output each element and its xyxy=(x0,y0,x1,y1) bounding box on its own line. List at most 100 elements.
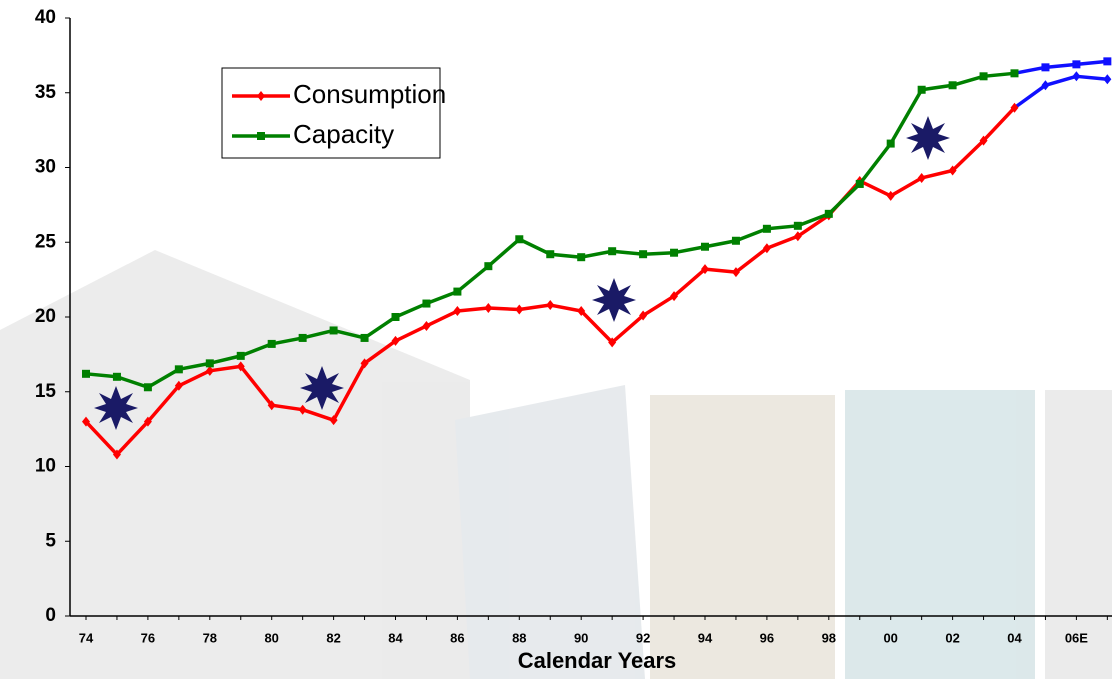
point xyxy=(731,267,740,278)
legend: Consumption Capacity xyxy=(221,67,446,159)
point xyxy=(82,416,90,427)
point xyxy=(329,326,338,335)
stars xyxy=(94,116,950,430)
point xyxy=(360,358,369,369)
point xyxy=(143,416,152,427)
point xyxy=(546,300,555,311)
point xyxy=(298,333,307,342)
point xyxy=(948,81,957,90)
y-tick-label: 40 xyxy=(35,7,56,28)
point xyxy=(82,369,90,378)
bg-shape xyxy=(0,250,470,679)
x-tick-label: 80 xyxy=(264,630,278,645)
point xyxy=(762,224,771,233)
x-tick-label: 06E xyxy=(1065,630,1088,645)
point xyxy=(608,247,617,256)
x-tick-label: 84 xyxy=(388,630,403,645)
point xyxy=(793,231,802,242)
x-tick-label: 78 xyxy=(203,630,217,645)
point xyxy=(886,139,895,148)
point xyxy=(793,221,802,230)
point xyxy=(205,365,214,376)
point xyxy=(298,404,307,415)
point xyxy=(360,333,369,342)
point xyxy=(670,291,679,302)
point xyxy=(453,306,462,317)
point xyxy=(577,306,586,317)
point xyxy=(236,351,245,360)
point xyxy=(1072,71,1081,82)
point xyxy=(174,365,183,374)
y-tick-label: 0 xyxy=(45,605,56,626)
point xyxy=(267,339,276,348)
star-marker xyxy=(300,366,344,410)
x-tick-label: 96 xyxy=(760,630,774,645)
x-tick-label: 94 xyxy=(698,630,713,645)
y-tick-label: 10 xyxy=(35,456,56,477)
point xyxy=(948,165,957,176)
point xyxy=(515,304,524,315)
point xyxy=(546,250,555,259)
point xyxy=(484,262,493,271)
point xyxy=(422,320,431,331)
point xyxy=(917,172,926,183)
legend-label: Consumption xyxy=(293,79,446,109)
x-tick-label: 74 xyxy=(79,630,94,645)
y-tick-label: 20 xyxy=(35,306,56,327)
point xyxy=(639,250,648,259)
star-marker xyxy=(592,278,636,322)
x-axis-title: Calendar Years xyxy=(518,648,677,673)
point xyxy=(979,135,988,146)
point xyxy=(917,85,926,94)
point xyxy=(484,303,493,314)
point xyxy=(205,359,214,368)
bg-shape xyxy=(455,385,645,679)
point xyxy=(1010,102,1019,113)
x-tick-label: 04 xyxy=(1007,630,1022,645)
point xyxy=(824,209,833,218)
point xyxy=(1041,80,1050,91)
point xyxy=(1010,69,1019,78)
point xyxy=(143,383,152,392)
point xyxy=(391,313,400,321)
point xyxy=(577,253,586,262)
x-tick-label: 82 xyxy=(326,630,340,645)
point xyxy=(257,91,265,101)
point xyxy=(670,248,679,257)
point xyxy=(979,72,988,81)
x-tick-label: 98 xyxy=(822,630,836,645)
point xyxy=(422,299,431,308)
point xyxy=(701,264,709,275)
bg-shape xyxy=(650,395,835,679)
point xyxy=(1103,57,1112,66)
x-tick-label: 92 xyxy=(636,630,650,645)
legend-box xyxy=(221,67,441,159)
point xyxy=(112,372,121,381)
x-tick-label: 76 xyxy=(141,630,155,645)
y-tick-label: 35 xyxy=(35,82,57,103)
y-tick-label: 15 xyxy=(35,381,57,402)
point xyxy=(886,190,895,201)
point xyxy=(112,449,121,460)
point xyxy=(453,287,462,296)
series-line xyxy=(1013,74,1108,110)
point xyxy=(731,236,740,245)
point xyxy=(267,400,276,411)
x-tick-label: 02 xyxy=(945,630,959,645)
y-tick-label: 25 xyxy=(35,231,57,252)
background-art xyxy=(0,250,1112,679)
point xyxy=(1103,74,1112,85)
point xyxy=(701,242,709,251)
point xyxy=(762,243,771,254)
point xyxy=(515,235,524,244)
point xyxy=(1041,63,1050,72)
legend-label: Capacity xyxy=(293,119,394,149)
y-tick-label: 5 xyxy=(45,530,56,551)
point xyxy=(608,337,617,348)
point xyxy=(1072,60,1081,69)
y-tick-label: 30 xyxy=(35,157,56,178)
point xyxy=(855,179,864,188)
point xyxy=(391,335,400,346)
